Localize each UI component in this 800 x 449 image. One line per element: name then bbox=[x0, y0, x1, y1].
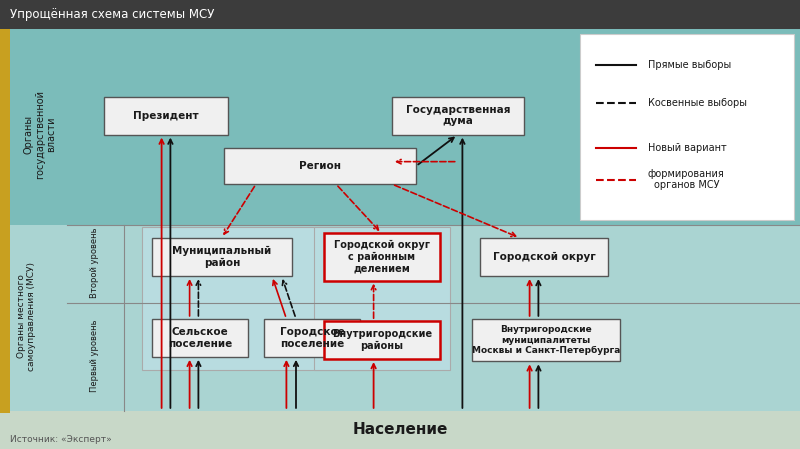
FancyBboxPatch shape bbox=[10, 224, 800, 411]
FancyBboxPatch shape bbox=[142, 227, 370, 370]
Text: Источник: «Эксперт»: Источник: «Эксперт» bbox=[10, 435, 111, 444]
Text: Органы
государственной
власти: Органы государственной власти bbox=[23, 90, 57, 179]
FancyBboxPatch shape bbox=[392, 97, 524, 135]
Text: Городской округ
с районным
делением: Городской округ с районным делением bbox=[334, 240, 430, 274]
Text: Косвенные выборы: Косвенные выборы bbox=[648, 98, 747, 108]
Text: Городское
поселение: Городское поселение bbox=[279, 327, 345, 349]
Text: Первый уровень: Первый уровень bbox=[90, 319, 99, 392]
FancyBboxPatch shape bbox=[224, 148, 416, 184]
FancyBboxPatch shape bbox=[324, 233, 440, 281]
FancyBboxPatch shape bbox=[152, 319, 248, 357]
FancyBboxPatch shape bbox=[580, 34, 794, 220]
Text: Сельское
поселение: Сельское поселение bbox=[168, 327, 232, 349]
Text: формирования
органов МСУ: формирования органов МСУ bbox=[648, 169, 725, 190]
FancyBboxPatch shape bbox=[10, 29, 67, 224]
Text: Второй уровень: Второй уровень bbox=[90, 227, 99, 298]
FancyBboxPatch shape bbox=[472, 319, 620, 361]
Text: Новый вариант: Новый вариант bbox=[648, 143, 726, 153]
Text: Внутригородские
районы: Внутригородские районы bbox=[332, 329, 432, 351]
FancyBboxPatch shape bbox=[0, 411, 800, 449]
Text: Население: Население bbox=[352, 422, 448, 437]
FancyBboxPatch shape bbox=[0, 0, 800, 29]
Text: Городской округ: Городской округ bbox=[493, 252, 595, 262]
Text: Упрощённая схема системы МСУ: Упрощённая схема системы МСУ bbox=[10, 8, 214, 21]
FancyBboxPatch shape bbox=[314, 227, 450, 370]
Text: Внутригородские
муниципалитеты
Москвы и Санкт-Петербурга: Внутригородские муниципалитеты Москвы и … bbox=[472, 325, 620, 355]
FancyBboxPatch shape bbox=[152, 238, 292, 276]
Text: Муниципальный
район: Муниципальный район bbox=[172, 246, 272, 268]
Text: Регион: Регион bbox=[299, 161, 341, 171]
Text: Органы местного
самоуправления (МСУ): Органы местного самоуправления (МСУ) bbox=[17, 262, 36, 371]
Text: Прямые выборы: Прямые выборы bbox=[648, 60, 731, 70]
FancyBboxPatch shape bbox=[264, 319, 360, 357]
FancyBboxPatch shape bbox=[10, 29, 800, 224]
FancyBboxPatch shape bbox=[0, 29, 10, 413]
FancyBboxPatch shape bbox=[104, 97, 228, 135]
FancyBboxPatch shape bbox=[324, 321, 440, 359]
Text: Президент: Президент bbox=[133, 110, 199, 121]
Text: Государственная
дума: Государственная дума bbox=[406, 105, 510, 127]
FancyBboxPatch shape bbox=[480, 238, 608, 276]
